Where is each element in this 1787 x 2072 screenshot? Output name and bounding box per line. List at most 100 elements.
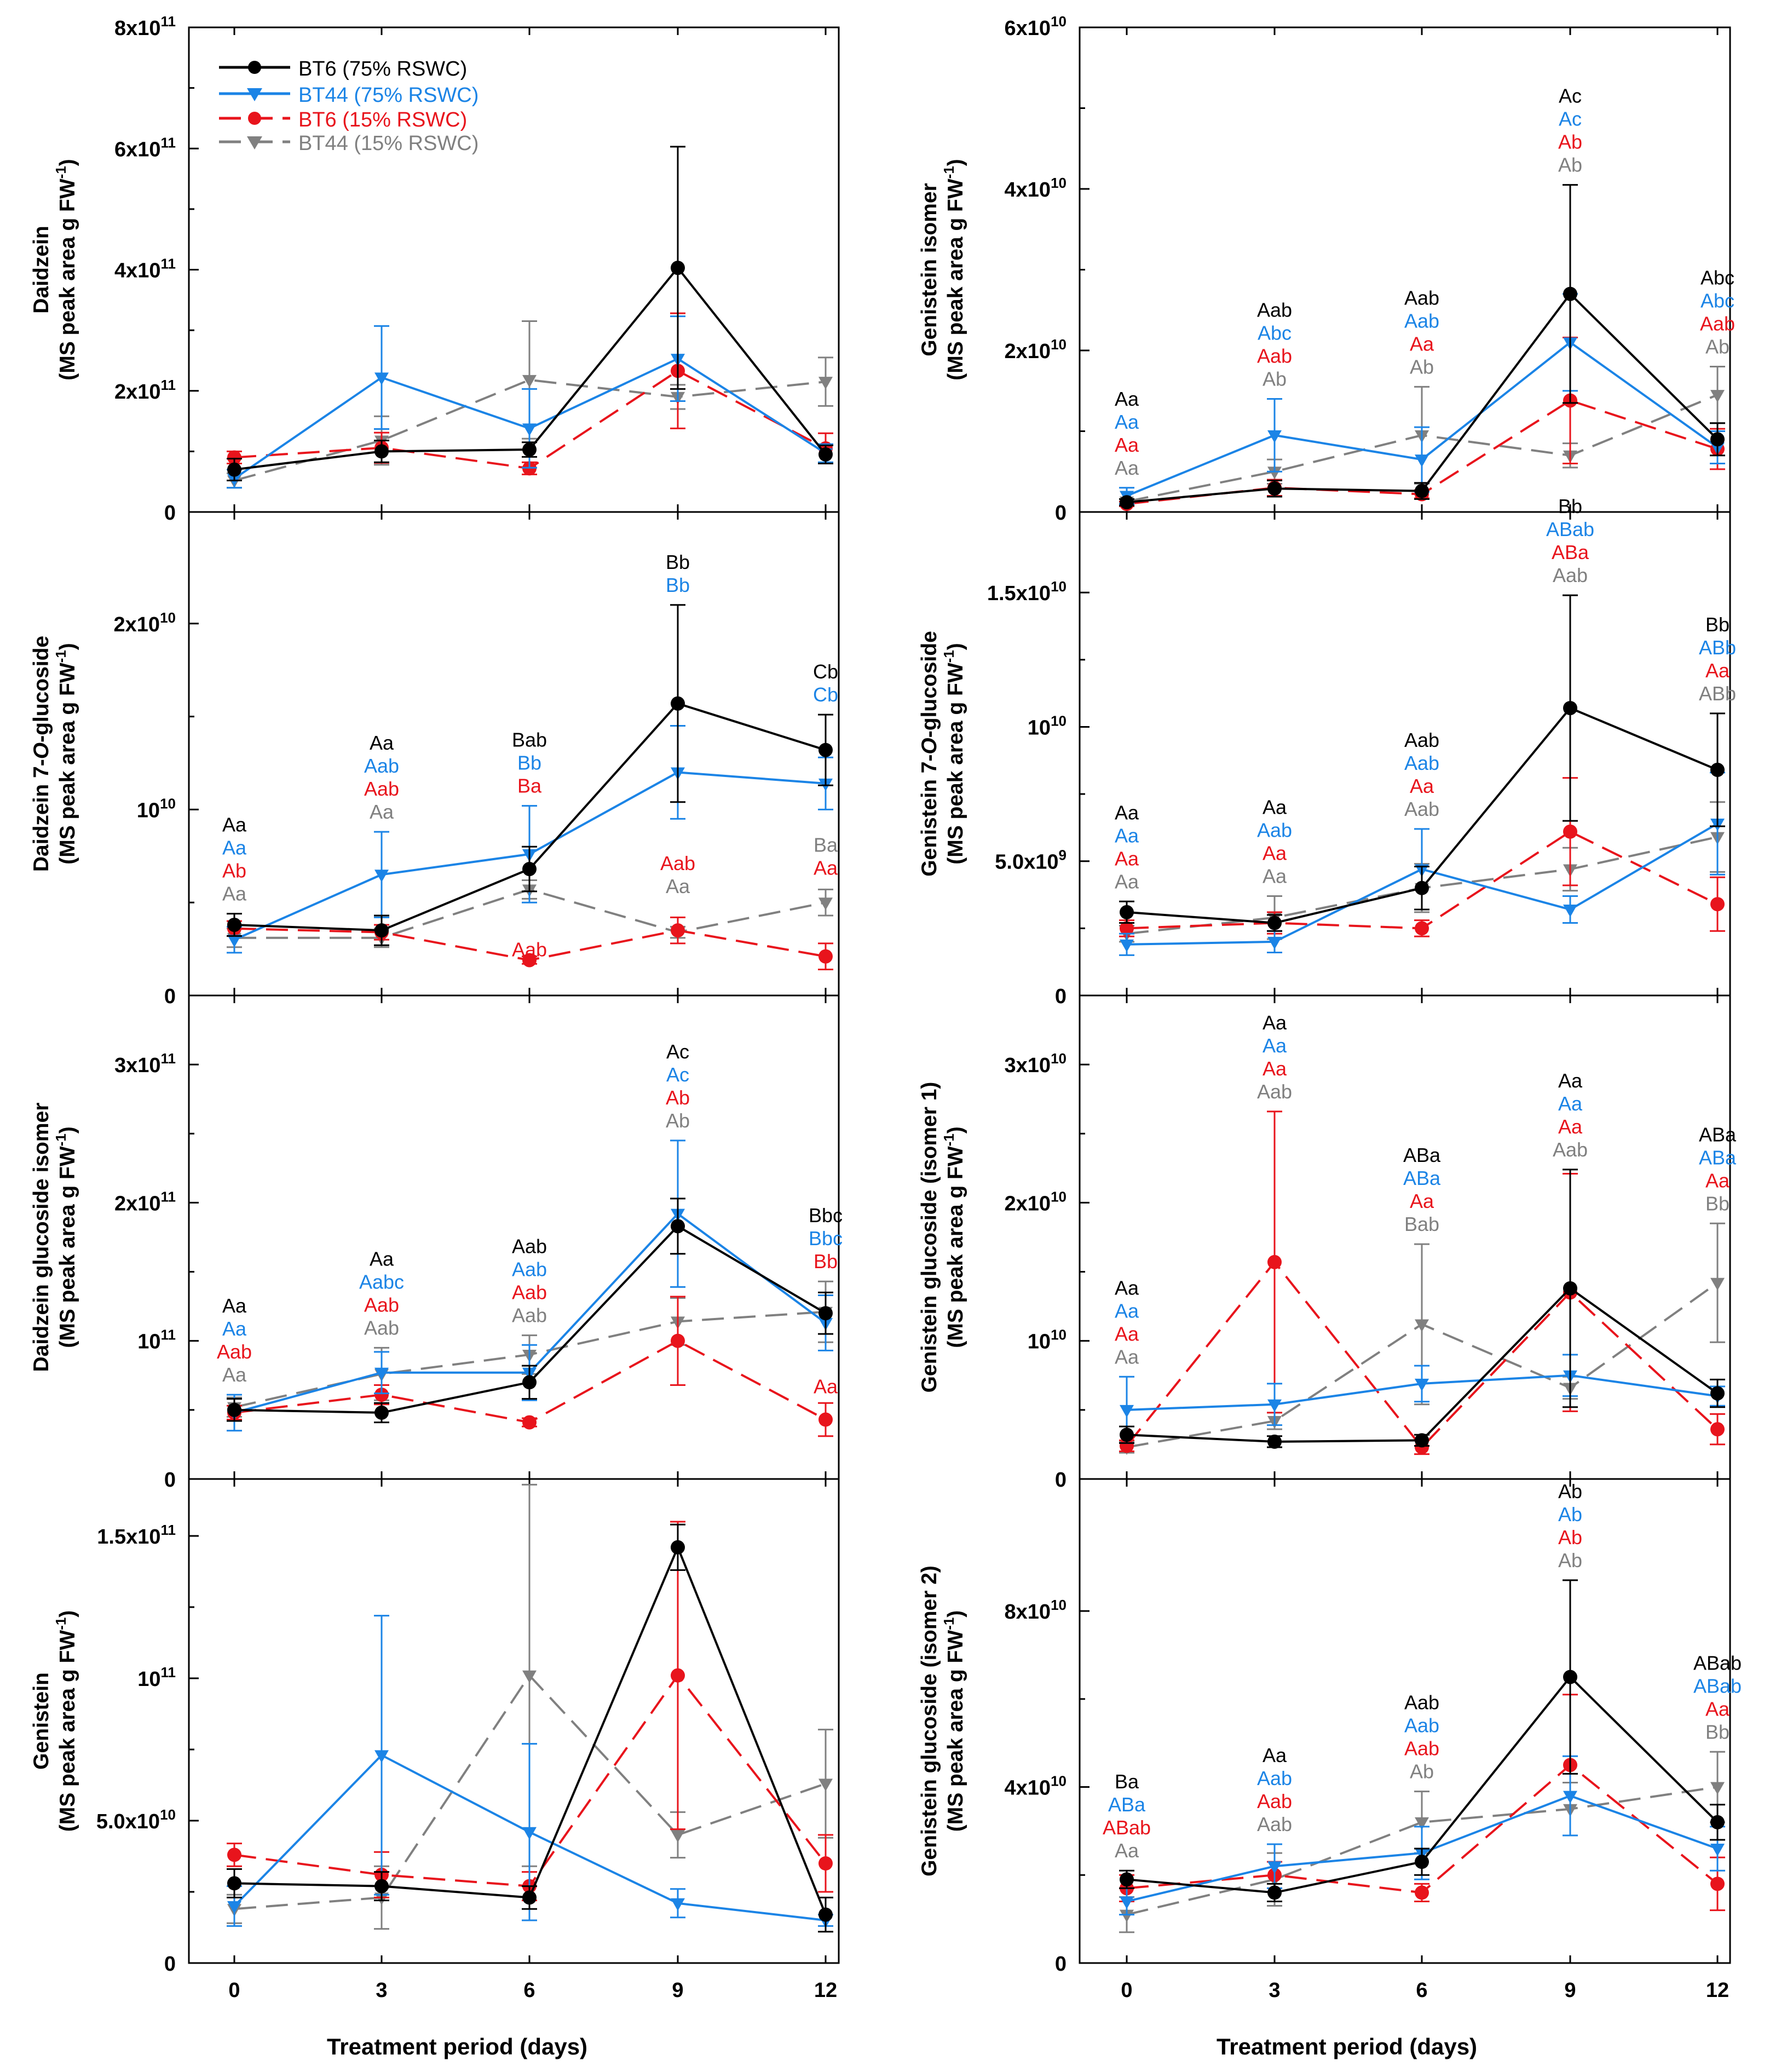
significance-label: Aab: [1404, 798, 1439, 820]
significance-label: ABab: [1693, 1674, 1742, 1697]
significance-label: Aa: [1263, 796, 1287, 818]
significance-label: Aab: [1257, 1813, 1292, 1835]
significance-label: Bb: [666, 551, 690, 573]
panel-p1: 0 2x1011 4x1011 6x1011 8x1011 Daidzein (MS pea…: [30, 13, 840, 525]
significance-label: Aa: [1115, 457, 1139, 479]
plot-frame: [188, 26, 840, 513]
significance-label: Aa: [1115, 870, 1139, 893]
data-point: [522, 1375, 537, 1390]
significance-label: Aab: [512, 939, 547, 961]
significance-label: Aa: [1115, 1839, 1139, 1862]
data-point: [1563, 286, 1577, 301]
data-point: [522, 1415, 537, 1430]
legend-marker-bt44-15: [247, 136, 262, 149]
series-bt44-75: [1119, 1354, 1725, 1444]
significance-label: ABa: [1108, 1793, 1146, 1816]
panel-p2: 0 2x1010 4x1010 6x1010 Genistein isomer (MS p…: [918, 13, 1735, 525]
x-tick-label: 12: [1706, 1979, 1729, 2002]
plot-frame: [188, 1478, 840, 1964]
data-point: [1710, 1277, 1725, 1291]
significance-label: Ab: [666, 1086, 690, 1109]
data-point: [1267, 430, 1282, 443]
significance-label: Aab: [1257, 1767, 1292, 1789]
significance-label: Aa: [222, 814, 247, 836]
data-point: [1563, 1670, 1577, 1684]
y-tick-label: 0: [1055, 1469, 1067, 1492]
y-tick-label: 4x1010: [1005, 175, 1067, 202]
significance-label: Aa: [1558, 1092, 1583, 1115]
data-point: [522, 953, 537, 968]
series-bt6-75: [227, 146, 833, 481]
y-tick-label: 0: [1055, 1953, 1067, 1976]
significance-label: Aab: [1404, 286, 1439, 309]
significance-label: Aab: [364, 778, 399, 800]
legend-label-bt44-15: BT44 (15% RSWC): [298, 132, 479, 155]
significance-label: Aa: [666, 875, 690, 897]
data-point: [1120, 905, 1134, 919]
legend-label-bt6-75: BT6 (75% RSWC): [298, 57, 467, 80]
data-point: [522, 862, 537, 877]
data-point: [818, 377, 833, 390]
significance-label: Bb: [1705, 1720, 1730, 1743]
y-tick-label: 1010: [137, 795, 176, 822]
data-point: [1710, 1877, 1725, 1891]
significance-label: ABa: [1552, 541, 1589, 563]
y-tick-label: 4x1011: [114, 256, 176, 283]
y-tick-label: 0: [1055, 502, 1067, 525]
y-tick-label: 0: [164, 502, 176, 525]
significance-label: Ab: [1558, 1526, 1582, 1549]
significance-label: Aa: [1410, 775, 1434, 797]
significance-label: Ab: [1558, 131, 1582, 153]
significance-label: ABab: [1693, 1651, 1742, 1674]
data-point: [1563, 1281, 1577, 1296]
data-point: [818, 949, 833, 964]
x-axis-title-left: Treatment period (days): [327, 2034, 587, 2059]
significance-label: Aab: [1257, 345, 1292, 367]
significance-label: Ac: [1559, 85, 1582, 107]
significance-label: Ab: [666, 1109, 690, 1132]
plot-frame: [1079, 994, 1731, 1480]
y-tick-label: 1011: [137, 1327, 176, 1354]
legend-marker-bt44-75: [247, 88, 262, 101]
significance-label: Aa: [1115, 1322, 1139, 1345]
significance-label: Ab: [1558, 154, 1582, 176]
significance-label: Ab: [1263, 368, 1287, 390]
significance-label: Aab: [364, 1316, 399, 1339]
y-tick-label: 1.5x1010: [987, 578, 1067, 605]
significance-label: Aa: [1115, 801, 1139, 824]
significance-label: Aa: [222, 1317, 247, 1340]
plot-frame: [1079, 1478, 1731, 1964]
plot-frame: [1079, 26, 1731, 513]
significance-label: Aa: [814, 856, 838, 879]
legend-marker-bt6-15: [248, 112, 261, 125]
significance-label: Aa: [370, 732, 394, 754]
significance-label: Aa: [222, 1363, 247, 1386]
data-point: [1415, 484, 1429, 498]
y-axis-title: Daidzein 7-O-glucoside (MS peak area g FW…: [30, 636, 79, 872]
significance-label: Cb: [813, 683, 838, 706]
significance-label: ABb: [1699, 682, 1736, 705]
significance-label: Bbc: [809, 1204, 843, 1227]
significance-label: Aa: [1115, 388, 1139, 410]
significance-label: Aa: [1263, 842, 1287, 864]
data-point: [1563, 824, 1577, 839]
data-point: [1710, 1386, 1725, 1401]
data-point: [1415, 454, 1429, 468]
data-point: [671, 1540, 685, 1555]
data-point: [1710, 897, 1725, 912]
data-point: [1120, 1896, 1134, 1909]
data-point: [1710, 1844, 1725, 1857]
x-tick-label: 9: [672, 1979, 683, 2002]
significance-label: Aa: [1115, 847, 1139, 870]
data-point: [671, 696, 685, 711]
data-point: [522, 1890, 537, 1905]
y-tick-label: 8x1011: [114, 13, 176, 40]
data-point: [522, 1827, 537, 1840]
data-point: [1563, 1791, 1577, 1804]
series-bt6-75: [1119, 594, 1725, 932]
significance-label: Aa: [370, 801, 394, 823]
plots: 0 2x1011 4x1011 6x1011 8x1011 Daidzein (MS pea…: [30, 13, 1742, 2002]
data-point: [227, 1402, 241, 1417]
series-bt6-75: [227, 604, 833, 946]
y-axis-title: Genistein glucoside (isomer 2) (MS peak a…: [918, 1565, 967, 1877]
